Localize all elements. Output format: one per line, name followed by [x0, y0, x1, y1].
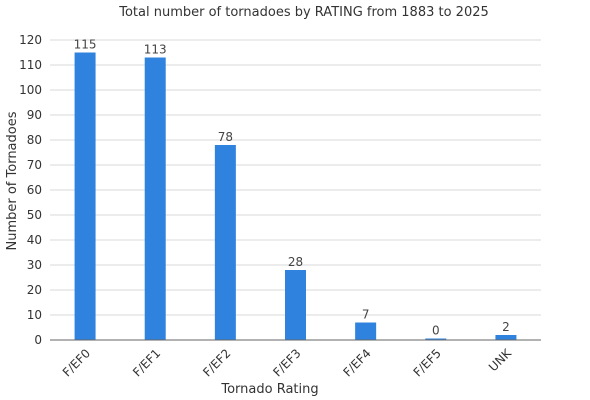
- data-label: 0: [432, 324, 440, 338]
- y-tick-label: 40: [27, 233, 42, 247]
- y-tick-label: 70: [27, 158, 42, 172]
- x-tick-label: F/EF5: [411, 346, 444, 379]
- y-tick-label: 100: [19, 83, 42, 97]
- bar-f-ef1: [144, 57, 166, 340]
- x-tick-label: F/EF0: [60, 346, 93, 379]
- y-tick-label: 20: [27, 283, 42, 297]
- bar-f-ef3: [285, 270, 306, 340]
- x-axis-ticks: F/EF0 F/EF1 F/EF2 F/EF3 F/EF4 F/EF5 UNK: [60, 345, 515, 379]
- x-tick-label: F/EF3: [270, 346, 303, 379]
- y-axis-title: Number of Tornadoes: [5, 111, 20, 250]
- bar-f-ef2: [214, 145, 236, 340]
- y-tick-label: 110: [19, 58, 42, 72]
- x-tick-label: F/EF4: [340, 346, 373, 379]
- data-labels: 115 113 78 28 7 0 2: [74, 38, 510, 338]
- data-label: 2: [502, 320, 510, 334]
- data-label: 113: [144, 43, 167, 57]
- y-tick-label: 90: [27, 108, 42, 122]
- bar-unk: [495, 335, 517, 340]
- data-label: 7: [362, 308, 370, 322]
- gridlines: [50, 39, 541, 316]
- x-tick-label: F/EF1: [130, 346, 163, 379]
- y-tick-label: 80: [27, 133, 42, 147]
- y-tick-label: 120: [19, 33, 42, 47]
- data-label: 28: [288, 255, 303, 269]
- chart-title: Total number of tornadoes by RATING from…: [118, 5, 489, 20]
- y-tick-label: 60: [27, 183, 42, 197]
- y-tick-label: 30: [27, 258, 42, 272]
- y-axis-ticks: 0 10 20 30 40 50 60 70 80 90 100 110 120: [19, 33, 42, 347]
- x-axis-title: Tornado Rating: [220, 382, 318, 397]
- data-label: 115: [74, 38, 97, 52]
- x-tick-label: UNK: [486, 345, 515, 374]
- y-tick-label: 0: [34, 333, 42, 347]
- bar-f-ef5: [425, 338, 447, 340]
- bar-f-ef0: [74, 52, 96, 340]
- y-tick-label: 50: [27, 208, 42, 222]
- data-label: 78: [218, 130, 233, 144]
- bars: [74, 52, 517, 340]
- bar-f-ef4: [355, 322, 377, 340]
- y-tick-label: 10: [27, 308, 42, 322]
- x-tick-label: F/EF2: [200, 346, 233, 379]
